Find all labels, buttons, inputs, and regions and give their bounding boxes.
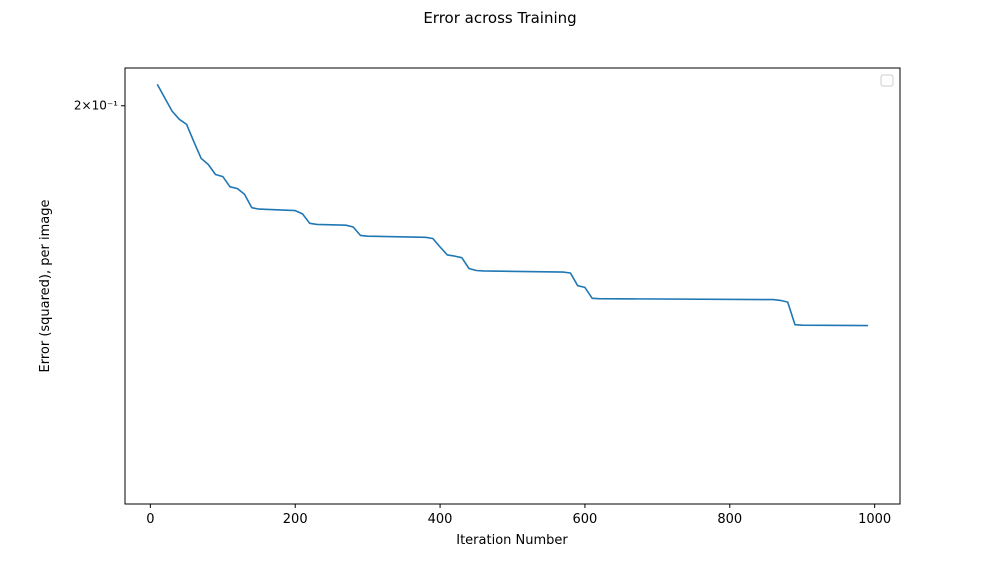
y-axis: 2×10⁻¹ [74, 99, 125, 113]
plot-area [125, 68, 900, 504]
x-tick-label: 200 [283, 512, 308, 527]
x-axis-label: Iteration Number [456, 533, 568, 548]
legend-box [880, 74, 894, 87]
x-tick-label: 800 [717, 512, 742, 527]
x-axis: 0 200 400 600 800 1000 [146, 504, 891, 527]
plot-frame [124, 67, 901, 505]
series-line [156, 84, 869, 327]
chart-title: Error across Training [423, 9, 576, 27]
x-tick-label: 1000 [858, 512, 891, 527]
x-tick-label: 600 [573, 512, 598, 527]
y-axis-label: Error (squared), per image [38, 200, 53, 373]
x-tick-label: 400 [428, 512, 453, 527]
series-layer [156, 84, 869, 327]
x-tick-label: 0 [146, 512, 154, 527]
y-tick-label: 2×10⁻¹ [74, 99, 118, 113]
